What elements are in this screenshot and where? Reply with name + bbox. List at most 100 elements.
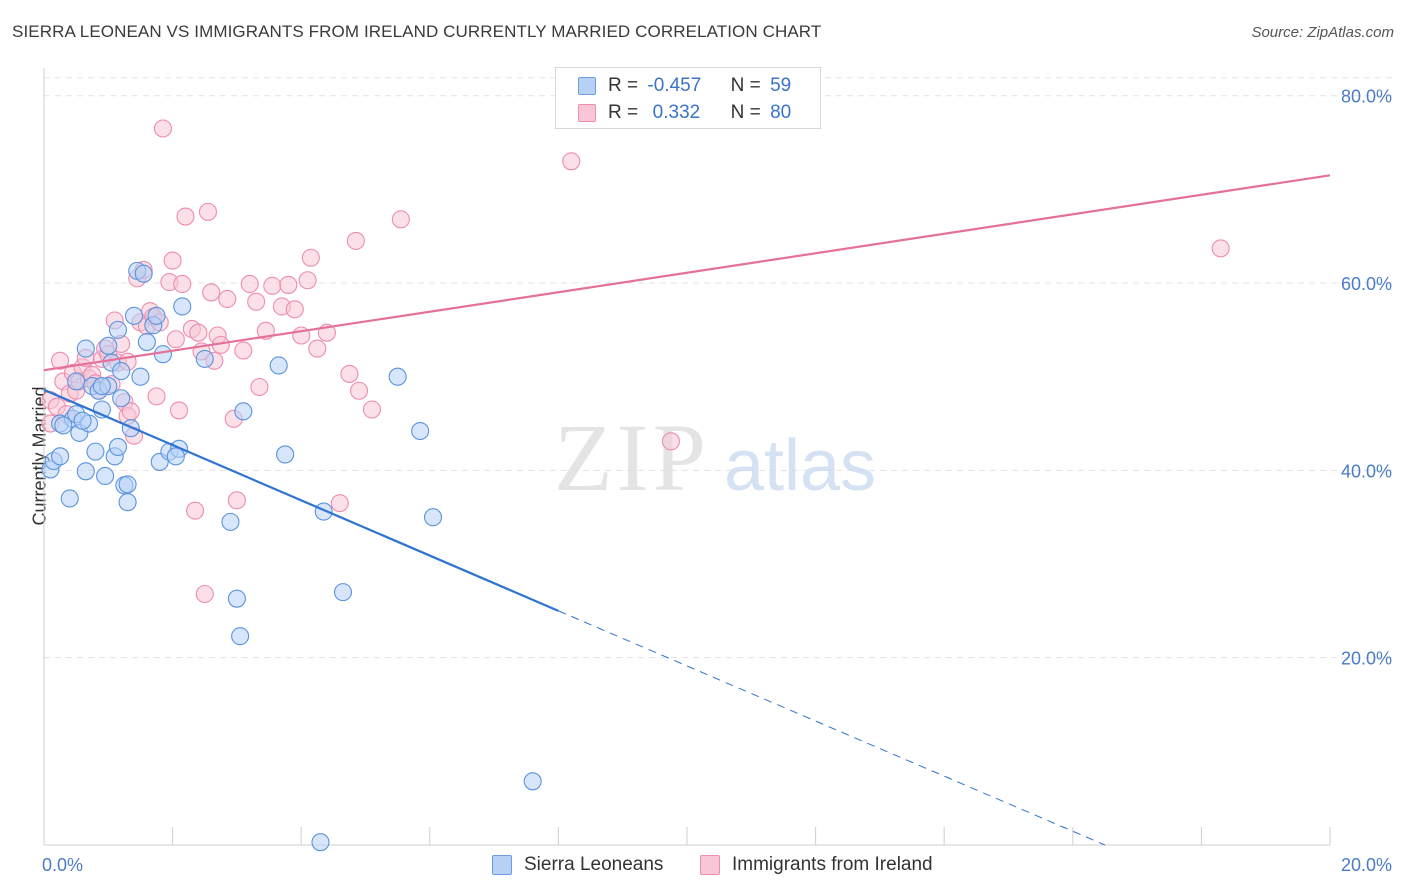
sierra-leoneans-point [221,512,240,531]
axis-layer [43,68,1331,846]
immigrants-from-ireland-point [250,377,269,397]
stats-legend: R = -0.457 N = 59 R = 0.332 N = 80 [555,67,821,129]
immigrants-from-ireland-point [279,275,298,294]
x-tick-label: 20.0% [1341,855,1392,875]
immigrants-from-ireland-point [340,364,359,383]
sierra-leoneans-point [67,372,86,391]
sierra-leoneans-point [311,833,330,852]
immigrants-from-ireland-points [41,86,1230,604]
sierra-leoneans-point [124,306,144,325]
legend-n-label: N = [730,102,761,123]
immigrants-from-ireland-point [234,341,253,360]
sierra-leoneans-points [41,261,542,852]
sierra-leoneans-point [99,336,118,355]
sierra-leoneans-point [108,437,127,457]
sierra-leoneans-point [134,264,153,283]
chart-source: Source: ZipAtlas.com [1251,24,1394,41]
tick-labels: 20.0% 40.0% 60.0% 80.0% 0.0% 20.0% [42,87,1392,875]
sierra-leoneans-point [76,339,95,358]
immigrants-from-ireland-point [218,289,237,309]
immigrants-from-ireland-point [202,283,221,302]
y-tick-label: 60.0% [1341,274,1392,294]
immigrants-from-ireland-point [163,251,182,270]
sierra-leoneans-point [147,306,166,325]
sierra-leoneans-point [118,475,137,494]
legend-swatch-blue [578,77,596,95]
immigrants-from-ireland-point [147,387,166,406]
sierra-leoneans-point [411,421,430,441]
immigrants-from-ireland-point [195,584,214,604]
sierra-leoneans-point [112,389,131,408]
sierra-leoneans-point [92,377,111,396]
sierra-leoneans-point [51,447,70,466]
bottom-legend-label: Sierra Leoneans [524,854,664,875]
immigrants-from-ireland-point [562,152,581,171]
immigrants-from-ireland-point [330,494,349,513]
immigrants-from-ireland-point [189,323,208,342]
sierra-leoneans-point [195,349,214,368]
immigrants-from-ireland-point [247,292,266,311]
immigrants-from-ireland-point [285,300,304,319]
sierra-leoneans-point [112,362,131,381]
immigrants-from-ireland-point [166,330,185,349]
immigrants-from-ireland-point [173,274,192,294]
immigrants-from-ireland-point [240,274,259,294]
sierra-leoneans-point [131,367,150,386]
y-tick-label: 20.0% [1341,649,1392,669]
sierra-leoneans-point [523,772,542,791]
trend-line-sierra-leoneans [43,388,559,612]
immigrants-from-ireland-point [1211,239,1230,258]
immigrants-from-ireland-point [301,248,320,267]
sierra-leoneans-point [96,466,115,486]
sierra-leoneans-point [166,447,185,466]
trend-line-immigrants-from-ireland [43,174,1331,372]
immigrants-from-ireland-point [298,271,317,290]
immigrants-from-ireland-point [391,210,410,229]
sierra-leoneans-point [54,416,73,435]
sierra-leoneans-point [234,402,253,421]
legend-r-value: -0.457 [647,75,702,96]
immigrants-from-ireland-point [198,202,218,221]
bottom-legend-swatch-blue [492,855,512,875]
trend-line-sierra-leoneans-extrapolated [558,610,1106,846]
legend-n-value: 59 [770,75,792,96]
immigrants-from-ireland-point [346,231,365,250]
immigrants-from-ireland-point [263,276,282,295]
watermark-atlas: atlas [724,426,876,506]
sierra-leoneans-point [173,297,192,316]
immigrants-from-ireland-point [153,119,173,138]
bottom-legend-swatch-pink [700,855,720,875]
legend-n-value: 80 [770,102,792,123]
watermark: ZIP atlas [554,404,876,511]
sierra-leoneans-point [423,508,443,527]
immigrants-from-ireland-point [362,400,381,419]
y-tick-label: 80.0% [1341,87,1392,107]
legend-r-label: R = [608,75,639,96]
sierra-leoneans-point [276,445,295,464]
immigrants-from-ireland-point [661,432,680,451]
immigrants-from-ireland-point [176,207,195,226]
legend-n-label: N = [730,75,761,96]
sierra-leoneans-point [153,345,173,364]
x-tick-label: 0.0% [42,855,83,875]
sierra-leoneans-point [86,442,105,461]
bottom-legend-label: Immigrants from Ireland [732,854,933,875]
immigrants-from-ireland-point [308,339,327,358]
immigrants-from-ireland-point [350,381,369,400]
legend-swatch-pink [578,104,596,122]
legend-r-label: R = [608,102,639,123]
sierra-leoneans-point [137,333,156,352]
immigrants-from-ireland-point [186,501,205,520]
sierra-leoneans-point [227,589,246,608]
sierra-leoneans-point [269,356,288,375]
sierra-leoneans-point [76,462,95,481]
chart-title: SIERRA LEONEAN VS IMMIGRANTS FROM IRELAN… [12,22,822,41]
sierra-leoneans-point [60,489,79,508]
y-tick-label: 40.0% [1341,461,1392,481]
sierra-leoneans-point [118,493,137,512]
trend-lines [43,174,1331,846]
sierra-leoneans-point [333,583,353,602]
legend-r-value: 0.332 [647,102,701,123]
watermark-zip: ZIP [554,404,710,511]
